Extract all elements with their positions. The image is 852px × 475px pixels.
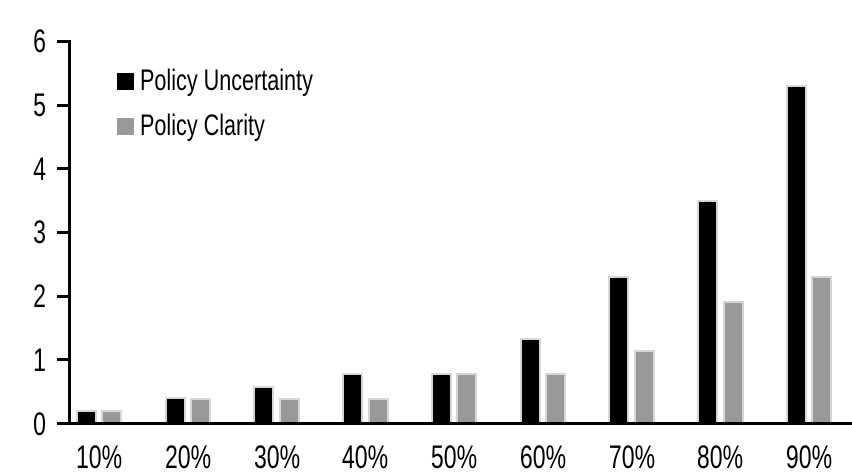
legend-item-policy-clarity: Policy Clarity bbox=[117, 109, 380, 143]
x-tick-label-40-: 40% bbox=[342, 439, 389, 475]
x-axis-line bbox=[68, 422, 852, 425]
y-tick-label-5: 5 bbox=[33, 87, 46, 123]
legend: Policy Uncertainty Policy Clarity bbox=[117, 64, 380, 154]
y-tick-mark-4 bbox=[57, 167, 71, 171]
legend-item-policy-uncertainty: Policy Uncertainty bbox=[117, 64, 380, 98]
bar-policy-uncertainty-50- bbox=[430, 372, 452, 423]
bar-policy-clarity-80- bbox=[722, 301, 744, 423]
x-tick-label-20-: 20% bbox=[164, 439, 211, 475]
legend-marker-policy-clarity bbox=[117, 117, 134, 135]
y-tick-label-3: 3 bbox=[33, 214, 46, 251]
bar-policy-clarity-30- bbox=[278, 397, 300, 423]
legend-label-policy-clarity: Policy Clarity bbox=[140, 109, 265, 142]
bar-policy-uncertainty-90- bbox=[785, 84, 807, 423]
x-tick-label-30-: 30% bbox=[253, 439, 300, 475]
x-tick-label-50-: 50% bbox=[430, 439, 478, 475]
x-tick-label-60-: 60% bbox=[519, 439, 566, 475]
bar-policy-uncertainty-80- bbox=[697, 199, 718, 423]
legend-marker-policy-uncertainty bbox=[117, 72, 134, 90]
x-tick-label-80-: 80% bbox=[697, 439, 744, 475]
y-tick-mark-5 bbox=[57, 103, 71, 107]
y-tick-label-1: 1 bbox=[33, 341, 46, 378]
bar-policy-uncertainty-60- bbox=[519, 337, 541, 423]
bar-policy-clarity-50- bbox=[456, 373, 478, 423]
bar-policy-clarity-60- bbox=[545, 373, 566, 423]
bar-policy-clarity-90- bbox=[811, 275, 833, 423]
bar-policy-uncertainty-20- bbox=[164, 397, 186, 423]
x-tick-label-90-: 90% bbox=[785, 439, 833, 475]
bar-policy-clarity-40- bbox=[367, 397, 389, 423]
y-tick-mark-1 bbox=[57, 358, 71, 362]
y-tick-mark-6 bbox=[57, 39, 71, 43]
y-tick-label-4: 4 bbox=[33, 150, 46, 187]
y-tick-label-2: 2 bbox=[33, 278, 46, 315]
y-tick-mark-0 bbox=[57, 422, 71, 425]
y-tick-mark-2 bbox=[57, 294, 71, 298]
x-tick-label-10-: 10% bbox=[75, 439, 123, 475]
legend-label-policy-uncertainty: Policy Uncertainty bbox=[140, 64, 313, 97]
y-tick-mark-3 bbox=[57, 230, 71, 234]
bar-policy-uncertainty-30- bbox=[253, 386, 275, 423]
bar-policy-uncertainty-40- bbox=[342, 373, 363, 423]
y-tick-label-6: 6 bbox=[33, 23, 46, 60]
x-tick-label-70-: 70% bbox=[608, 439, 655, 475]
bar-policy-uncertainty-10- bbox=[75, 409, 97, 423]
bar-policy-clarity-20- bbox=[190, 397, 211, 423]
bar-policy-clarity-10- bbox=[101, 409, 123, 423]
bar-policy-clarity-70- bbox=[633, 349, 655, 423]
y-tick-label-0: 0 bbox=[33, 405, 46, 442]
bar-policy-uncertainty-70- bbox=[608, 275, 630, 423]
